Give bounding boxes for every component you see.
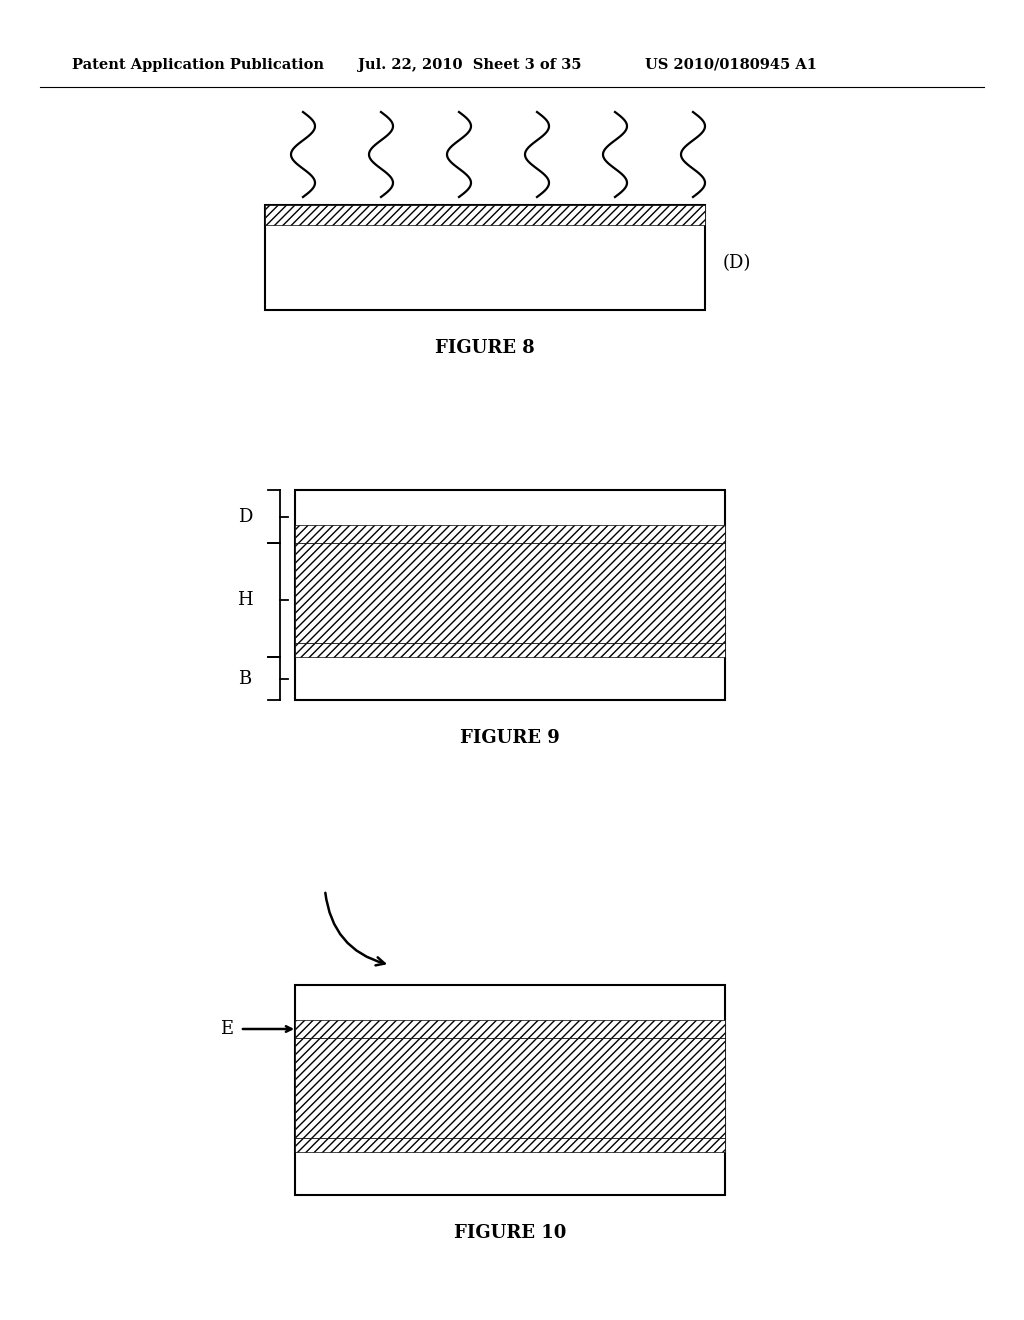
Bar bbox=[295, 643, 725, 657]
Bar bbox=[295, 985, 725, 1195]
Text: FIGURE 10: FIGURE 10 bbox=[454, 1224, 566, 1242]
Text: FIGURE 9: FIGURE 9 bbox=[460, 729, 560, 747]
Text: FIGURE 8: FIGURE 8 bbox=[435, 339, 535, 356]
Bar bbox=[265, 205, 705, 310]
Text: Patent Application Publication: Patent Application Publication bbox=[72, 58, 324, 73]
Bar bbox=[295, 1020, 725, 1038]
Bar bbox=[295, 1038, 725, 1138]
Bar bbox=[295, 525, 725, 543]
Text: E: E bbox=[220, 1020, 233, 1038]
Text: (D): (D) bbox=[723, 253, 752, 272]
Text: D: D bbox=[238, 507, 252, 525]
Bar bbox=[265, 205, 705, 224]
Text: US 2010/0180945 A1: US 2010/0180945 A1 bbox=[645, 58, 817, 73]
Bar bbox=[295, 543, 725, 643]
Bar bbox=[295, 1138, 725, 1152]
Text: Jul. 22, 2010  Sheet 3 of 35: Jul. 22, 2010 Sheet 3 of 35 bbox=[358, 58, 582, 73]
Text: B: B bbox=[239, 669, 252, 688]
Bar bbox=[295, 490, 725, 700]
FancyArrowPatch shape bbox=[326, 892, 385, 965]
Text: H: H bbox=[238, 591, 253, 609]
